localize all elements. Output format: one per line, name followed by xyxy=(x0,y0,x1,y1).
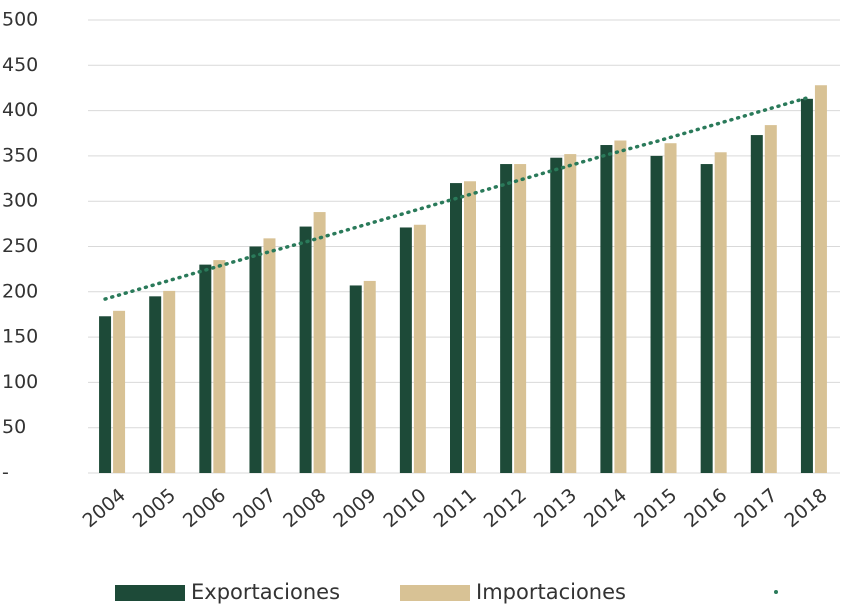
bar xyxy=(814,85,827,474)
bar xyxy=(750,135,763,473)
bar xyxy=(614,140,627,474)
bar xyxy=(413,224,426,473)
bar xyxy=(600,145,613,473)
trend-line xyxy=(103,96,809,301)
bar xyxy=(363,280,376,473)
bar xyxy=(349,285,362,473)
bar xyxy=(650,155,663,473)
x-tick-label: 2015 xyxy=(630,484,681,532)
bar xyxy=(500,164,513,473)
x-tick-label: 2005 xyxy=(129,484,180,532)
bar xyxy=(399,227,412,473)
bar xyxy=(113,310,126,473)
legend-swatch xyxy=(400,585,470,601)
bar xyxy=(149,296,162,473)
x-tick-label: 2006 xyxy=(179,484,230,532)
y-tick-label: 100 xyxy=(2,371,38,393)
x-tick-label: 2013 xyxy=(530,484,581,532)
x-tick-label: 2017 xyxy=(730,484,781,532)
x-tick-label: 2008 xyxy=(279,484,330,532)
y-tick-label: 150 xyxy=(2,326,38,348)
y-tick-label: 400 xyxy=(2,99,38,121)
bar xyxy=(263,238,276,473)
bar xyxy=(213,260,226,473)
legend-trend-marker xyxy=(774,590,778,594)
x-tick-label: 2011 xyxy=(430,484,481,532)
y-tick-label: - xyxy=(2,462,9,484)
bar xyxy=(800,98,813,474)
y-tick-label: 450 xyxy=(2,54,38,76)
y-tick-label: 350 xyxy=(2,144,38,166)
y-tick-label: 500 xyxy=(2,9,38,31)
bar xyxy=(714,152,727,473)
bar xyxy=(313,212,326,473)
y-tick-label: 200 xyxy=(2,280,38,302)
x-tick-label: 2004 xyxy=(79,484,130,532)
bar xyxy=(450,183,462,473)
x-tick-label: 2007 xyxy=(229,484,280,532)
legend-label: Exportaciones xyxy=(191,580,340,604)
y-tick-label: 250 xyxy=(2,235,38,257)
bar xyxy=(199,264,212,473)
y-tick-label: 300 xyxy=(2,190,38,212)
x-tick-label: 2010 xyxy=(379,484,430,532)
bar xyxy=(764,125,777,473)
bar xyxy=(163,290,176,473)
x-tick-label: 2012 xyxy=(480,484,531,532)
bar xyxy=(99,316,112,473)
bar xyxy=(464,181,476,473)
legend-swatch xyxy=(115,585,185,601)
bar xyxy=(700,164,713,473)
x-tick-label: 2018 xyxy=(780,484,831,532)
y-tick-label: 50 xyxy=(2,416,26,438)
bar xyxy=(299,226,312,473)
x-tick-label: 2009 xyxy=(329,484,380,532)
bar xyxy=(249,246,262,473)
bar xyxy=(550,157,563,473)
legend-label: Importaciones xyxy=(476,580,626,604)
bar xyxy=(564,154,577,473)
bar xyxy=(514,164,527,473)
x-tick-label: 2014 xyxy=(580,484,631,532)
bar xyxy=(664,143,677,473)
x-tick-label: 2016 xyxy=(680,484,731,532)
